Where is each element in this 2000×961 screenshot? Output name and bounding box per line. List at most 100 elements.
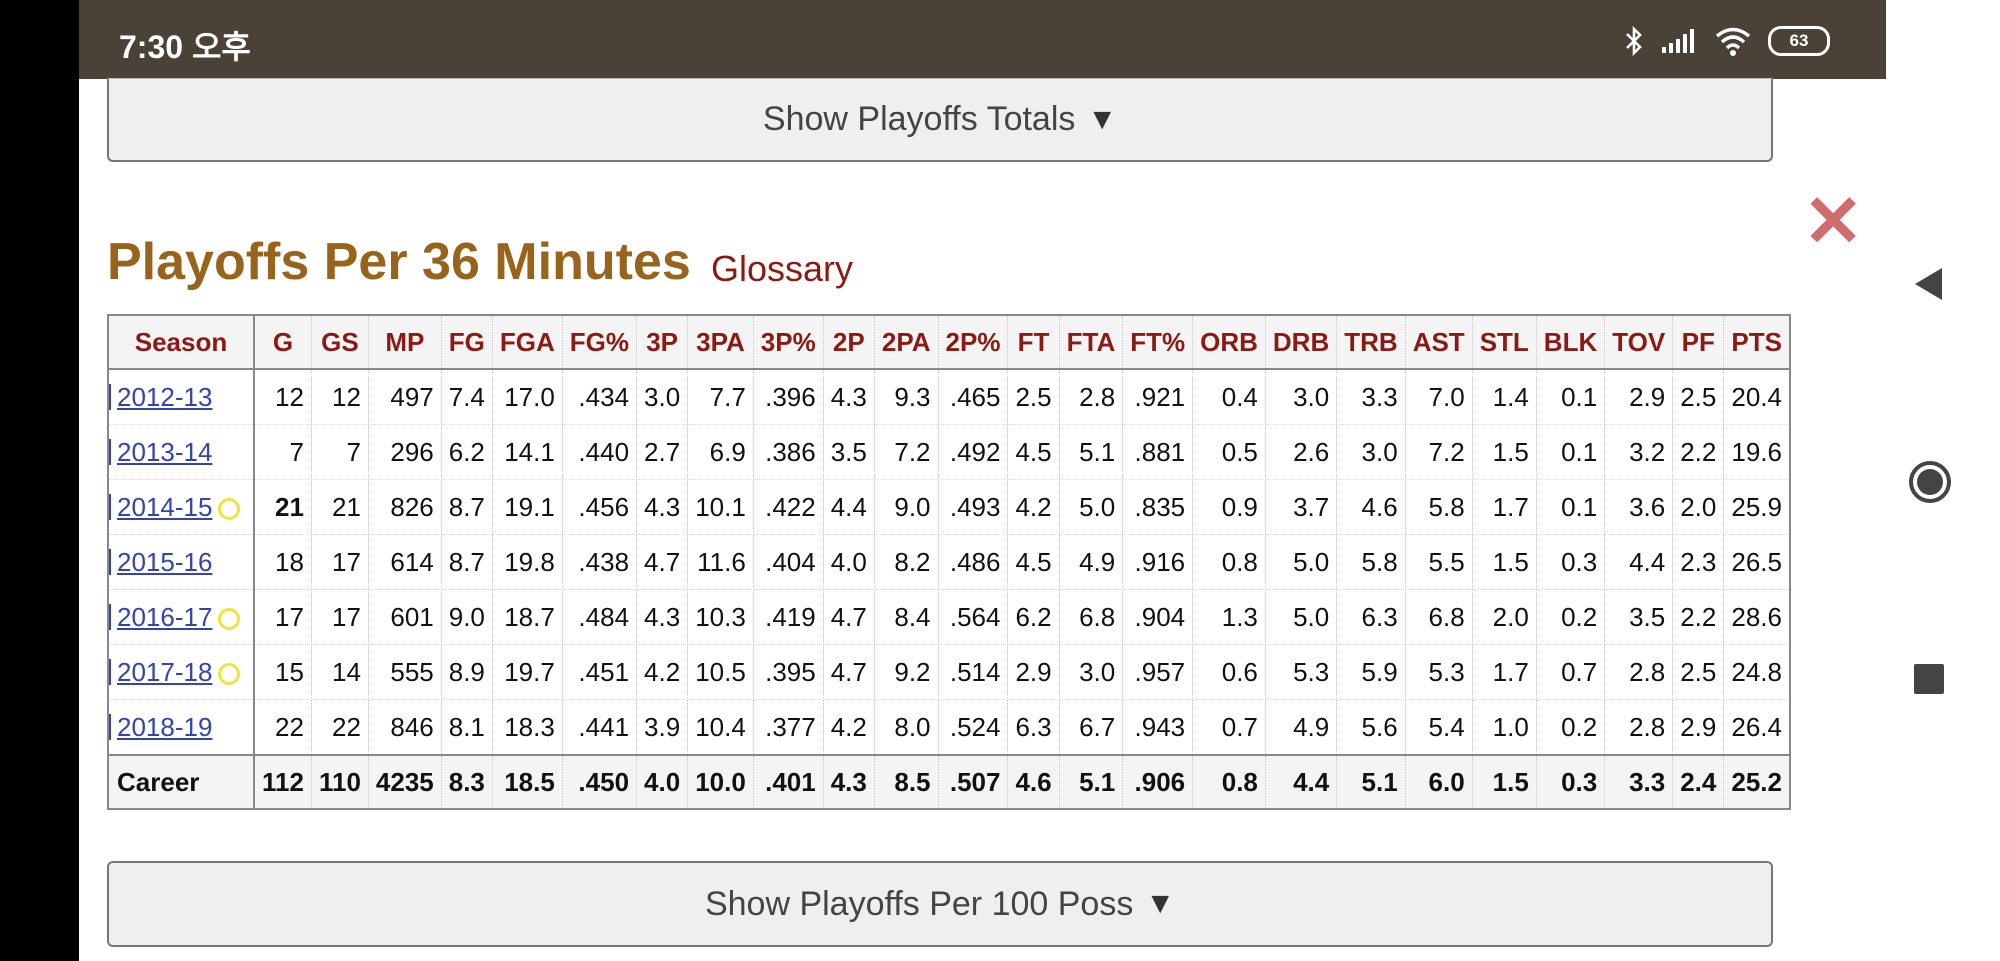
stat-cell: 8.9 <box>441 644 493 700</box>
championship-ring-icon <box>218 607 241 630</box>
stat-cell: 18.7 <box>492 589 563 645</box>
stat-cell: 3.2 <box>1604 424 1674 480</box>
stat-cell: 2.2 <box>1672 424 1725 480</box>
column-header-blk[interactable]: BLK <box>1536 315 1606 370</box>
stat-cell: 14.1 <box>492 424 563 480</box>
column-header-gs[interactable]: GS <box>311 315 369 370</box>
glossary-link[interactable]: Glossary <box>711 248 854 289</box>
stat-cell: 2.8 <box>1604 644 1674 700</box>
career-stat-cell: .401 <box>753 754 824 810</box>
nav-back-icon[interactable] <box>1912 266 1946 302</box>
stat-cell: 6.9 <box>687 424 754 480</box>
stat-cell: 19.7 <box>492 644 563 700</box>
column-header-stl[interactable]: STL <box>1472 315 1537 370</box>
stat-cell: 2.0 <box>1672 479 1725 535</box>
stat-cell: 4.7 <box>636 534 689 590</box>
stat-cell: 1.7 <box>1472 644 1537 700</box>
stat-cell: 5.1 <box>1059 424 1124 480</box>
column-header-3pa[interactable]: 3PA <box>687 315 754 370</box>
stat-cell: 10.5 <box>687 644 754 700</box>
nav-recents-icon[interactable] <box>1914 664 1944 694</box>
season-link[interactable]: 2012-13 <box>117 381 213 412</box>
stat-cell: 4.2 <box>1007 479 1060 535</box>
stat-cell: 12 <box>254 369 312 425</box>
season-cell: 2015-16 <box>108 534 255 590</box>
column-header-2pa[interactable]: 2PA <box>874 315 939 370</box>
column-header-pf[interactable]: PF <box>1672 315 1725 370</box>
stat-cell: 4.7 <box>823 589 875 645</box>
stat-cell: 2.3 <box>1672 534 1725 590</box>
stat-cell: 614 <box>368 534 442 590</box>
stat-cell: 21 <box>311 479 369 535</box>
column-header-2p-pct[interactable]: 2P% <box>938 315 1009 370</box>
column-header-tov[interactable]: TOV <box>1604 315 1674 370</box>
stat-cell: 0.8 <box>1192 534 1266 590</box>
show-playoffs-totals-button[interactable]: Show Playoffs Totals ▼ <box>107 78 1773 162</box>
column-header-mp[interactable]: MP <box>368 315 442 370</box>
season-link[interactable]: 2016-17 <box>117 601 213 632</box>
career-stat-cell: 0.3 <box>1536 754 1606 810</box>
stat-cell: 25.9 <box>1723 479 1791 535</box>
stat-cell: 5.3 <box>1405 644 1473 700</box>
stat-cell: 8.4 <box>874 589 939 645</box>
column-header-orb[interactable]: ORB <box>1192 315 1266 370</box>
column-header-trb[interactable]: TRB <box>1336 315 1406 370</box>
career-stat-cell: 110 <box>311 754 369 810</box>
career-stat-cell: 25.2 <box>1723 754 1791 810</box>
status-bar: 7:30 오후 63 <box>79 0 1886 79</box>
column-header-drb[interactable]: DRB <box>1265 315 1338 370</box>
stat-cell: 5.8 <box>1336 534 1406 590</box>
career-stat-cell: 18.5 <box>492 754 563 810</box>
column-header-fga[interactable]: FGA <box>492 315 563 370</box>
stat-cell: 4.2 <box>636 644 689 700</box>
stat-cell: 6.8 <box>1405 589 1473 645</box>
row-marker <box>109 384 111 410</box>
table-row: 2013-14 7 7 296 6.2 14.1.440 2.7 6.9.386 3.5 7.2.… <box>108 424 1791 480</box>
column-header-g[interactable]: G <box>254 315 312 370</box>
season-link[interactable]: 2014-15 <box>117 491 213 522</box>
stat-cell: 4.9 <box>1265 699 1338 756</box>
stat-cell: 3.0 <box>636 369 689 425</box>
season-link[interactable]: 2017-18 <box>117 656 213 687</box>
column-header-ft[interactable]: FT <box>1007 315 1060 370</box>
stat-cell: 0.7 <box>1192 699 1266 756</box>
season-link[interactable]: 2015-16 <box>117 546 213 577</box>
stat-cell: .465 <box>938 369 1009 425</box>
column-header-season[interactable]: Season <box>108 315 255 370</box>
column-header-ft-pct[interactable]: FT% <box>1122 315 1194 370</box>
column-header-pts[interactable]: PTS <box>1723 315 1791 370</box>
career-stat-cell: 5.1 <box>1059 754 1124 810</box>
wifi-icon <box>1715 27 1751 56</box>
stat-cell: 6.2 <box>1007 589 1060 645</box>
stat-cell: 4.3 <box>636 589 689 645</box>
column-header-fg[interactable]: FG <box>441 315 493 370</box>
close-icon[interactable]: ✕ <box>1803 182 1864 262</box>
column-header-ast[interactable]: AST <box>1405 315 1473 370</box>
stat-cell: 4.5 <box>1007 424 1060 480</box>
table-row: 2012-13 12 12 497 7.4 17.0.434 3.0 7.7.396 4.3 9.… <box>108 369 1791 425</box>
column-header-3p-pct[interactable]: 3P% <box>753 315 824 370</box>
column-header-fg-pct[interactable]: FG% <box>562 315 638 370</box>
show-playoffs-per100-button[interactable]: Show Playoffs Per 100 Poss ▼ <box>107 861 1773 947</box>
stat-cell: 17 <box>254 589 312 645</box>
season-link[interactable]: 2013-14 <box>117 436 213 467</box>
stat-cell: 0.3 <box>1536 534 1606 590</box>
career-stat-cell: 4.4 <box>1265 754 1338 810</box>
stat-cell: 15 <box>254 644 312 700</box>
table-row: 2015-16 18 17 614 8.7 19.8.438 4.7 11.6.404 4.0 8… <box>108 534 1791 590</box>
season-link[interactable]: 2018-19 <box>117 711 213 742</box>
column-header-2p[interactable]: 2P <box>823 315 875 370</box>
battery-icon: 63 <box>1768 26 1830 56</box>
stat-cell: 3.0 <box>1059 644 1124 700</box>
stat-cell: 3.7 <box>1265 479 1338 535</box>
system-nav-bar <box>1886 0 2000 961</box>
stat-cell: 0.1 <box>1536 479 1606 535</box>
career-stat-cell: 10.0 <box>687 754 754 810</box>
bluetooth-icon <box>1626 25 1642 57</box>
column-header-fta[interactable]: FTA <box>1059 315 1124 370</box>
column-header-3p[interactable]: 3P <box>636 315 689 370</box>
nav-home-icon[interactable] <box>1908 460 1952 504</box>
stat-cell: .564 <box>938 589 1009 645</box>
stat-cell: 6.3 <box>1336 589 1406 645</box>
stat-cell: 26.4 <box>1723 699 1791 756</box>
